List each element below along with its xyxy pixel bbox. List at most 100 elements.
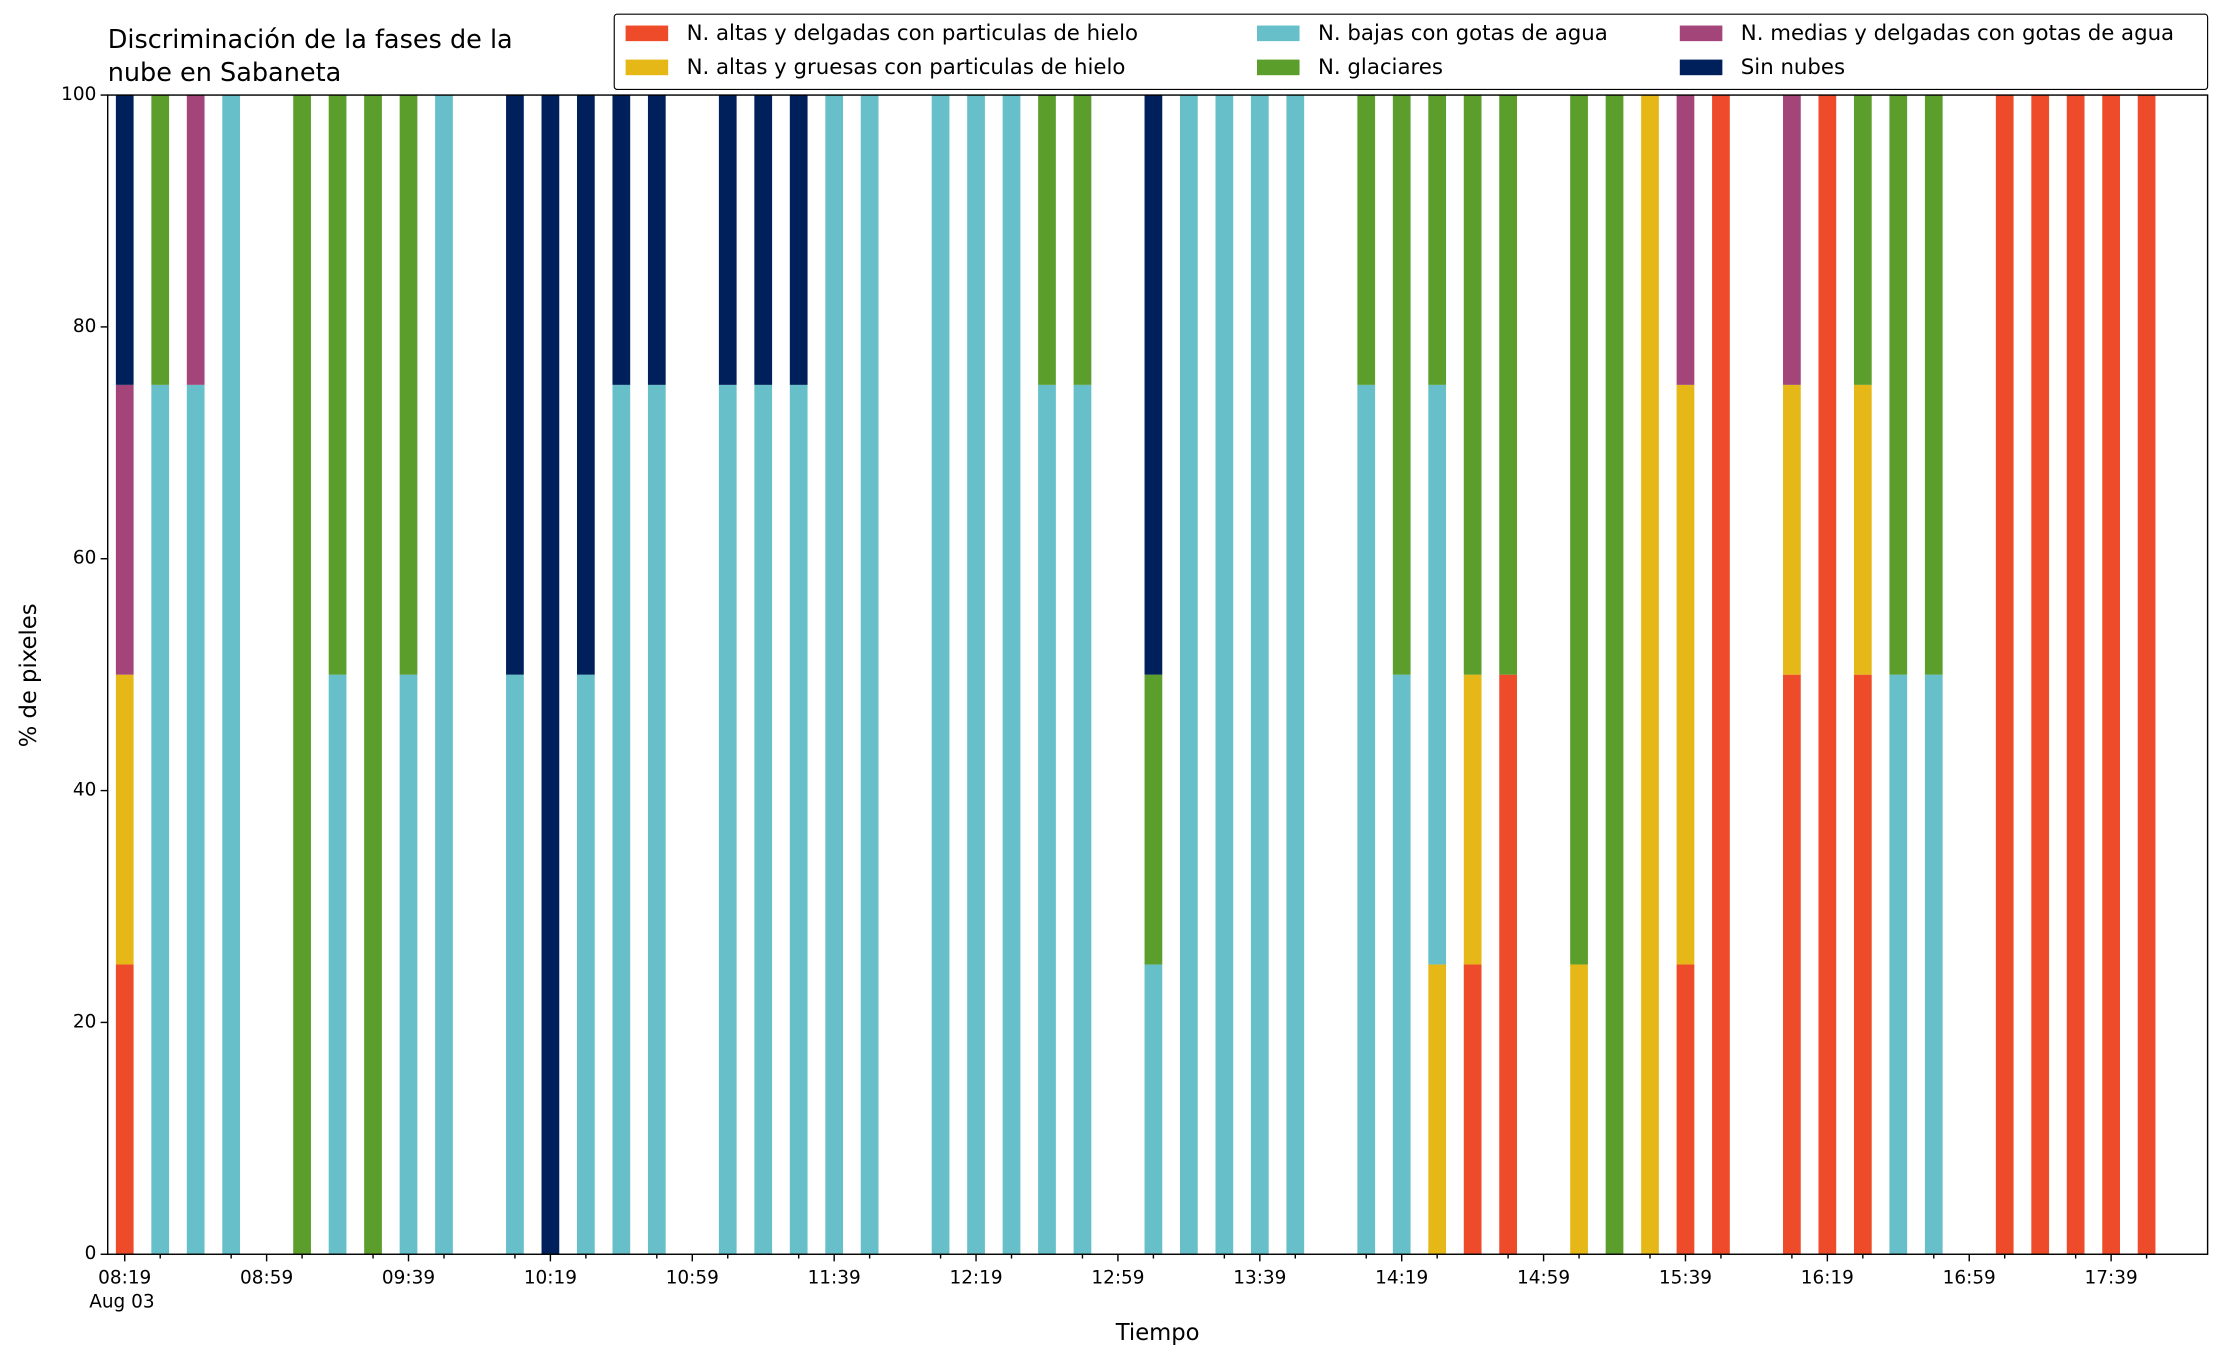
bar-segment bbox=[1286, 95, 1305, 1255]
bar-segment bbox=[647, 95, 666, 385]
x-tick-label: 11:39 bbox=[808, 1267, 861, 1288]
bar-segment bbox=[186, 384, 205, 1255]
y-tick-label: 0 bbox=[85, 1243, 97, 1264]
bar-segment bbox=[1215, 95, 1234, 1255]
y-tick-label: 60 bbox=[73, 548, 96, 569]
bar-segment bbox=[1499, 95, 1517, 675]
chart-title: Discriminación de la fases de la nube en … bbox=[108, 25, 513, 88]
bar-segment bbox=[1889, 674, 1908, 1255]
bar-segment bbox=[1392, 95, 1411, 675]
bar-segment bbox=[115, 964, 134, 1255]
bar-segment bbox=[1038, 384, 1056, 1255]
bar-segment bbox=[1073, 95, 1092, 385]
x-tick-label: 12:59 bbox=[1091, 1267, 1144, 1288]
y-tick-label: 40 bbox=[73, 780, 96, 801]
bar-segment bbox=[435, 95, 453, 1255]
bar-segment bbox=[647, 384, 666, 1255]
bar-segment bbox=[612, 384, 631, 1255]
bar-segment bbox=[789, 95, 808, 385]
bar-segment bbox=[612, 95, 631, 385]
legend-swatch bbox=[1679, 59, 1723, 76]
x-tick-label: 10:59 bbox=[666, 1267, 719, 1288]
bar-segment bbox=[2102, 95, 2120, 1255]
bar-segment bbox=[151, 95, 170, 385]
bar-segment bbox=[1924, 95, 1943, 675]
legend-swatch bbox=[1679, 25, 1723, 42]
bar-segment bbox=[541, 95, 560, 1255]
bar-segment bbox=[2031, 95, 2050, 1255]
bar-segment bbox=[1995, 95, 2014, 1255]
x-tick-label: 16:19 bbox=[1801, 1267, 1854, 1288]
y-axis-label: % de pixeles bbox=[16, 603, 42, 747]
y-tick-label: 100 bbox=[61, 84, 96, 105]
x-tick-label: 09:39 bbox=[382, 1267, 435, 1288]
bar-segment bbox=[1605, 95, 1624, 1255]
bar-segment bbox=[1144, 674, 1163, 965]
x-tick-label: 13:39 bbox=[1233, 1267, 1286, 1288]
bar-segment bbox=[1712, 95, 1730, 1255]
legend-label: N. altas y delgadas con particulas de hi… bbox=[687, 21, 1138, 46]
x-tick-label: 08:19 bbox=[98, 1267, 151, 1288]
bar-segment bbox=[364, 95, 382, 1255]
x-tick-label: 10:19 bbox=[524, 1267, 577, 1288]
bar-segment bbox=[1392, 674, 1411, 1255]
x-tick-label: 14:59 bbox=[1517, 1267, 1570, 1288]
legend-swatch bbox=[1256, 25, 1300, 42]
bar-segment bbox=[1357, 95, 1376, 385]
y-tick-label: 80 bbox=[73, 316, 96, 337]
bar-segment bbox=[506, 674, 524, 1255]
bar-segment bbox=[1180, 95, 1198, 1255]
bar-segment bbox=[1428, 964, 1447, 1255]
bar-segment bbox=[789, 384, 808, 1255]
bar-segment bbox=[151, 384, 170, 1255]
bar-segment bbox=[1250, 95, 1269, 1255]
bar-segment bbox=[186, 95, 205, 385]
x-tick-label: 14:19 bbox=[1375, 1267, 1428, 1288]
bar-segment bbox=[1073, 384, 1092, 1255]
bar-segment bbox=[115, 384, 134, 675]
x-tick-label: 08:59 bbox=[240, 1267, 293, 1288]
legend-swatch bbox=[625, 25, 669, 42]
bar-segment bbox=[1038, 95, 1056, 385]
legend-label: N. medias y delgadas con gotas de agua bbox=[1741, 21, 2174, 46]
bar-segment bbox=[1570, 964, 1588, 1255]
bar-segment bbox=[1357, 384, 1376, 1255]
bar-segment bbox=[718, 95, 737, 385]
bar-segment bbox=[399, 674, 418, 1255]
bar-segment bbox=[1002, 95, 1021, 1255]
x-axis-label: Tiempo bbox=[1115, 1320, 1200, 1346]
bar-segment bbox=[860, 95, 879, 1255]
bar-segment bbox=[1676, 384, 1695, 965]
legend-label: N. bajas con gotas de agua bbox=[1318, 21, 1608, 46]
bar-segment bbox=[931, 95, 950, 1255]
bar-segment bbox=[1463, 674, 1482, 965]
bar-segment bbox=[1889, 95, 1908, 675]
bar-segment bbox=[1853, 674, 1872, 1255]
bar-segment bbox=[1924, 674, 1943, 1255]
x-tick-label: 12:19 bbox=[949, 1267, 1002, 1288]
bar-segment bbox=[328, 95, 347, 675]
x-tick-label: 15:39 bbox=[1659, 1267, 1712, 1288]
bar-segment bbox=[293, 95, 311, 1255]
legend-label: Sin nubes bbox=[1741, 55, 1845, 80]
bar-segment bbox=[1428, 95, 1447, 385]
legend-swatch bbox=[625, 59, 669, 76]
bar-segment bbox=[2066, 95, 2085, 1255]
bar-segment bbox=[1463, 964, 1482, 1255]
bar-segment bbox=[1853, 384, 1872, 675]
bar-segment bbox=[1783, 384, 1801, 675]
legend-box bbox=[613, 13, 2209, 90]
bar-segment bbox=[222, 95, 241, 1255]
bar-segment bbox=[576, 95, 595, 675]
bar-segment bbox=[328, 674, 347, 1255]
bar-segment bbox=[1818, 95, 1837, 1255]
bar-segment bbox=[576, 674, 595, 1255]
bar-segment bbox=[1641, 95, 1659, 1255]
bar-segment bbox=[1463, 95, 1482, 675]
legend-swatch bbox=[1256, 59, 1300, 76]
x-tick-label: 16:59 bbox=[1943, 1267, 1996, 1288]
plot-frame bbox=[107, 94, 2209, 1255]
bar-segment bbox=[399, 95, 418, 675]
bar-segment bbox=[1499, 674, 1517, 1255]
